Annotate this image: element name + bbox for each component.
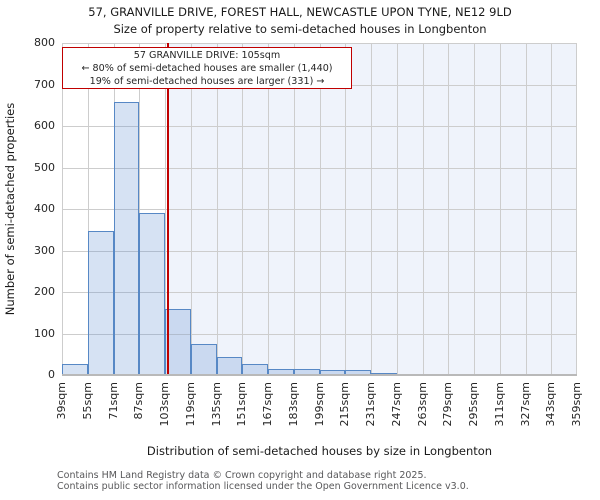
footer-attribution-2: Contains public sector information licen… bbox=[57, 481, 469, 492]
x-tick-label: 151sqm bbox=[235, 382, 249, 427]
x-tick-label: 343sqm bbox=[544, 382, 558, 427]
x-tick-label: 119sqm bbox=[183, 382, 197, 427]
v-gridline bbox=[396, 43, 398, 375]
histogram-bar bbox=[87, 231, 114, 375]
property-size-marker-line bbox=[167, 43, 170, 375]
y-tick-label: 100 bbox=[34, 326, 55, 340]
v-gridline bbox=[242, 43, 244, 375]
x-tick-label: 295sqm bbox=[467, 382, 480, 427]
x-tick-label: 39sqm bbox=[55, 382, 68, 420]
annotation-line-3: 19% of semi-detached houses are larger (… bbox=[89, 76, 325, 87]
y-tick-label: 700 bbox=[34, 77, 55, 91]
v-gridline bbox=[87, 43, 89, 375]
chart-title: 57, GRANVILLE DRIVE, FOREST HALL, NEWCAS… bbox=[88, 5, 512, 19]
x-tick-label: 103sqm bbox=[158, 382, 171, 427]
v-gridline bbox=[525, 43, 527, 375]
histogram-bar bbox=[113, 101, 140, 375]
y-tick-label: 400 bbox=[34, 202, 55, 215]
x-tick-label: 135sqm bbox=[209, 382, 223, 427]
histogram-bar bbox=[190, 343, 217, 375]
x-tick-label: 231sqm bbox=[364, 382, 377, 427]
plot-area: 57 GRANVILLE DRIVE: 105sqm ← 80% of semi… bbox=[62, 43, 577, 376]
annotation-line-1: 57 GRANVILLE DRIVE: 105sqm bbox=[133, 50, 281, 61]
x-tick-label: 87sqm bbox=[132, 382, 146, 420]
y-tick-label: 200 bbox=[34, 285, 55, 298]
y-tick-label: 500 bbox=[34, 160, 55, 174]
histogram-bar bbox=[216, 356, 243, 375]
v-gridline bbox=[319, 43, 321, 375]
histogram-bar bbox=[268, 368, 294, 375]
v-gridline bbox=[345, 43, 347, 375]
histogram-bar bbox=[165, 309, 191, 375]
x-tick-label: 55sqm bbox=[80, 382, 94, 420]
histogram-bar bbox=[139, 213, 165, 375]
annotation-box: 57 GRANVILLE DRIVE: 105sqm ← 80% of semi… bbox=[62, 47, 352, 89]
x-tick-label: 215sqm bbox=[338, 382, 352, 427]
v-gridline bbox=[448, 43, 450, 375]
x-tick-label: 71sqm bbox=[106, 382, 120, 420]
y-tick-label: 600 bbox=[34, 119, 55, 132]
y-tick-label: 800 bbox=[34, 36, 55, 49]
v-gridline bbox=[499, 43, 501, 375]
v-gridline bbox=[165, 43, 166, 375]
x-tick-label: 311sqm bbox=[492, 382, 506, 427]
v-gridline bbox=[293, 43, 295, 375]
v-gridline bbox=[551, 43, 553, 375]
v-gridline bbox=[371, 43, 372, 375]
y-tick-label: 0 bbox=[48, 368, 55, 381]
v-gridline bbox=[139, 43, 141, 375]
histogram-bar bbox=[293, 369, 320, 375]
histogram-bar bbox=[345, 370, 371, 375]
x-tick-label: 263sqm bbox=[415, 382, 429, 427]
x-tick-label: 183sqm bbox=[286, 382, 300, 427]
x-tick-label: 247sqm bbox=[389, 382, 403, 427]
annotation-line-2: ← 80% of semi-detached houses are smalle… bbox=[81, 63, 333, 74]
footer-attribution-1: Contains HM Land Registry data © Crown c… bbox=[57, 470, 427, 481]
v-gridline bbox=[576, 43, 577, 375]
histogram-bar bbox=[242, 364, 268, 375]
v-gridline bbox=[422, 43, 424, 375]
v-gridline bbox=[474, 43, 475, 375]
histogram-bar bbox=[319, 370, 346, 375]
v-gridline bbox=[268, 43, 269, 375]
histogram-bar bbox=[371, 372, 397, 375]
x-tick-label: 359sqm bbox=[570, 382, 583, 427]
x-axis-label: Distribution of semi-detached houses by … bbox=[146, 444, 493, 458]
chart-subtitle: Size of property relative to semi-detach… bbox=[113, 22, 487, 36]
y-tick-label: 300 bbox=[34, 243, 55, 257]
histogram-bar bbox=[62, 364, 88, 375]
x-tick-label: 199sqm bbox=[312, 382, 326, 427]
x-axis-spine bbox=[62, 374, 577, 376]
v-gridline bbox=[190, 43, 192, 375]
v-gridline bbox=[216, 43, 218, 375]
x-tick-label: 327sqm bbox=[518, 382, 532, 427]
x-tick-label: 279sqm bbox=[441, 382, 455, 427]
v-gridline bbox=[62, 43, 63, 375]
x-tick-label: 167sqm bbox=[261, 382, 274, 427]
